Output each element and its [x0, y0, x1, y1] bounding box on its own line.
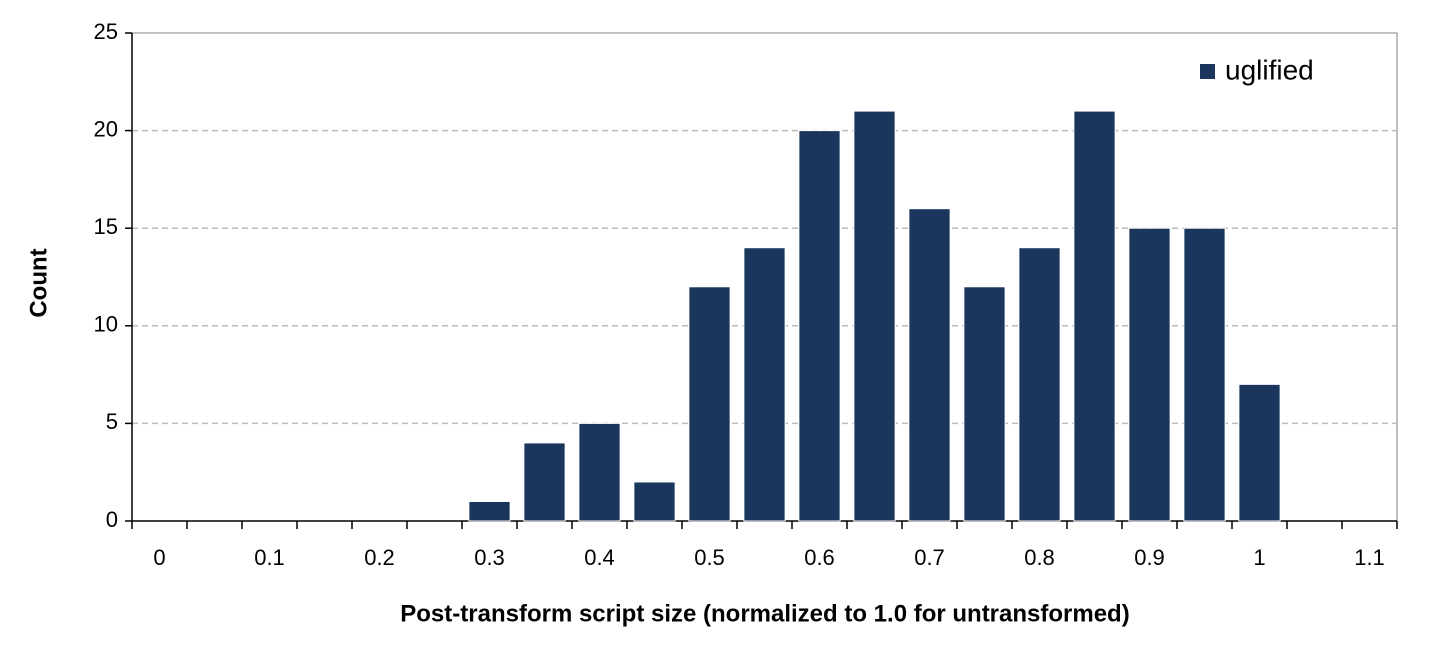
x-tick-label: 0.3: [474, 545, 505, 570]
x-tick-label: 1: [1253, 545, 1265, 570]
bar: [1128, 227, 1171, 522]
x-tick-label: 0.1: [254, 545, 285, 570]
bar: [1073, 110, 1116, 522]
y-axis-title: Count: [25, 248, 52, 317]
x-axis-title: Post-transform script size (normalized t…: [400, 600, 1129, 627]
x-tick-label: 0.7: [914, 545, 945, 570]
y-tick-label: 25: [94, 19, 118, 44]
x-tick-label: 0.9: [1134, 545, 1165, 570]
y-tick-label: 5: [106, 409, 118, 434]
legend-label: uglified: [1225, 54, 1314, 85]
bar: [1018, 247, 1061, 522]
x-tick-label: 1.1: [1354, 545, 1385, 570]
y-tick-label: 10: [94, 312, 118, 337]
y-tick-label: 15: [94, 214, 118, 239]
x-tick-label: 0.2: [364, 545, 395, 570]
x-tick-label: 0.6: [804, 545, 835, 570]
bar: [1238, 383, 1281, 522]
x-tick-label: 0.5: [694, 545, 725, 570]
bar: [908, 208, 951, 522]
bar: [578, 422, 621, 522]
x-tick-label: 0: [153, 545, 165, 570]
bar: [853, 110, 896, 522]
bar: [1183, 227, 1226, 522]
bar: [468, 500, 511, 522]
legend-swatch: [1200, 64, 1215, 79]
x-tick-label: 0.8: [1024, 545, 1055, 570]
x-tick-label: 0.4: [584, 545, 615, 570]
y-tick-label: 0: [106, 507, 118, 532]
bar: [963, 286, 1006, 522]
bar: [798, 130, 841, 522]
y-tick-label: 20: [94, 116, 118, 141]
bar: [743, 247, 786, 522]
bar: [633, 481, 676, 522]
bar: [688, 286, 731, 522]
bar: [523, 442, 566, 522]
